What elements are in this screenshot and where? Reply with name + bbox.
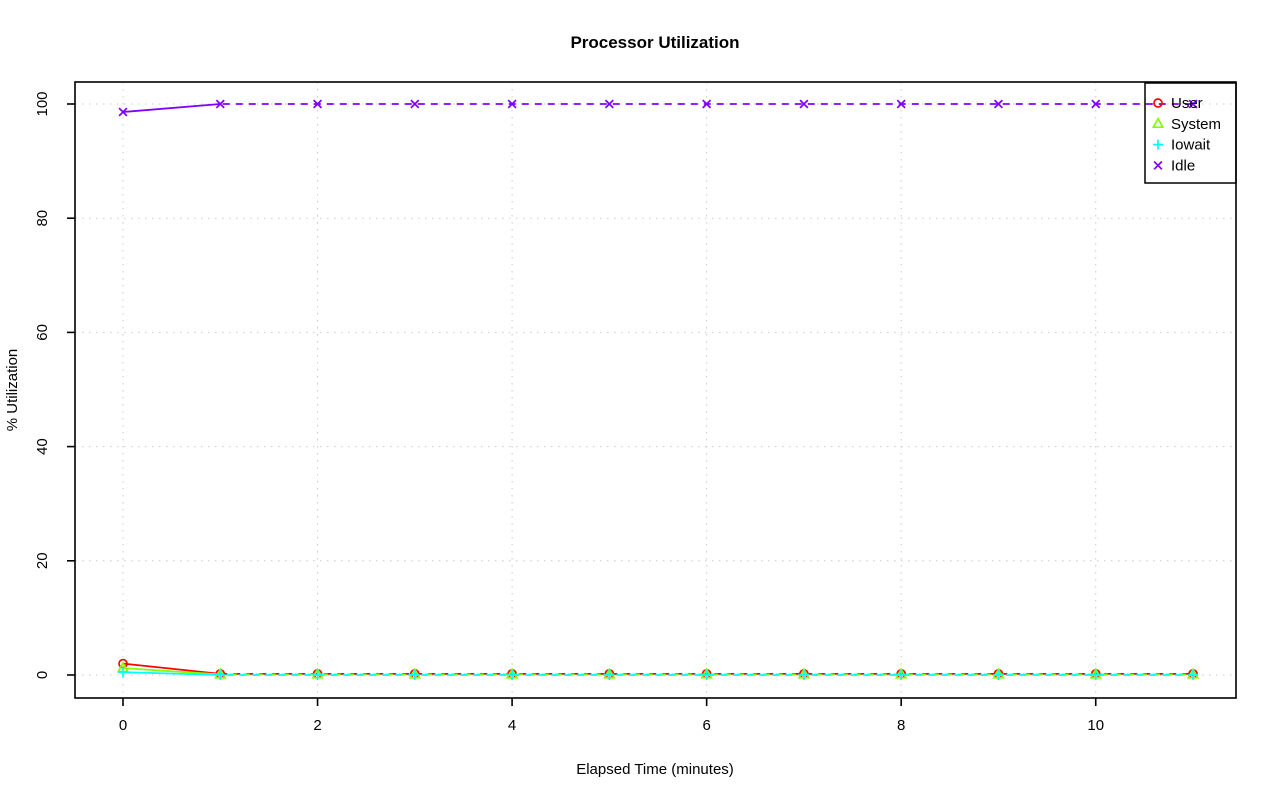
y-tick-label: 60: [34, 324, 51, 341]
legend-label: User: [1171, 95, 1203, 112]
iowait-marker: [507, 670, 518, 680]
legend-item: User: [1153, 95, 1203, 112]
idle-marker: [604, 99, 614, 109]
idle-marker: [1188, 99, 1198, 109]
legend-label: System: [1171, 116, 1221, 133]
legend-marker-user: [1153, 98, 1163, 108]
series-line-system: [122, 667, 221, 676]
legend-item: Idle: [1153, 157, 1195, 174]
y-tick-label: 100: [34, 91, 51, 116]
idle-marker: [799, 99, 809, 109]
chart-title: Processor Utilization: [570, 33, 739, 52]
legend-marker-idle: [1153, 160, 1163, 170]
iowait-marker: [701, 670, 712, 680]
iowait-marker: [993, 670, 1004, 680]
iowait-marker: [798, 670, 809, 680]
x-tick-label: 6: [702, 717, 710, 734]
idle-marker: [410, 99, 420, 109]
y-tick-label: 0: [34, 671, 51, 679]
legend-label: Idle: [1171, 157, 1195, 174]
idle-marker: [702, 99, 712, 109]
idle-marker: [1091, 99, 1101, 109]
series-line-iowait: [122, 671, 221, 676]
iowait-marker: [1188, 670, 1198, 680]
idle-marker: [118, 107, 128, 117]
idle-marker: [507, 99, 517, 109]
legend: User System Iowait Idle: [1144, 82, 1237, 184]
idle-marker: [896, 99, 906, 109]
legend-item: Iowait: [1153, 137, 1211, 154]
iowait-marker: [604, 670, 615, 680]
series-line-idle: [122, 103, 221, 113]
x-tick-label: 2: [313, 717, 321, 734]
legend-marker-system: [1151, 116, 1165, 129]
iowait-marker: [312, 670, 323, 680]
x-axis-title: Elapsed Time (minutes): [576, 761, 734, 778]
y-tick-label: 40: [34, 438, 51, 455]
x-tick-label: 8: [897, 717, 905, 734]
x-tick-label: 4: [508, 717, 516, 734]
iowait-marker: [896, 670, 907, 680]
idle-marker: [993, 99, 1003, 109]
iowait-marker: [1090, 670, 1101, 680]
legend-marker-iowait: [1153, 139, 1163, 150]
legend-box: [1144, 82, 1237, 184]
x-tick-label: 10: [1087, 717, 1104, 734]
data-series: [116, 99, 1200, 680]
legend-item: System: [1151, 116, 1221, 133]
iowait-marker: [118, 667, 128, 678]
y-axis-title: % Utilization: [4, 349, 21, 432]
series-idle: [118, 99, 1198, 117]
idle-marker: [215, 99, 225, 109]
iowait-marker: [215, 670, 226, 680]
iowait-marker: [409, 670, 420, 680]
y-tick-label: 20: [34, 552, 51, 569]
x-tick-label: 0: [119, 717, 127, 734]
gridlines: [75, 82, 1236, 698]
y-tick-label: 80: [34, 210, 51, 227]
plot-border: [74, 81, 1237, 699]
idle-marker: [313, 99, 323, 109]
legend-label: Iowait: [1171, 137, 1211, 154]
series-iowait: [118, 667, 1198, 680]
series-line-user: [122, 662, 221, 675]
